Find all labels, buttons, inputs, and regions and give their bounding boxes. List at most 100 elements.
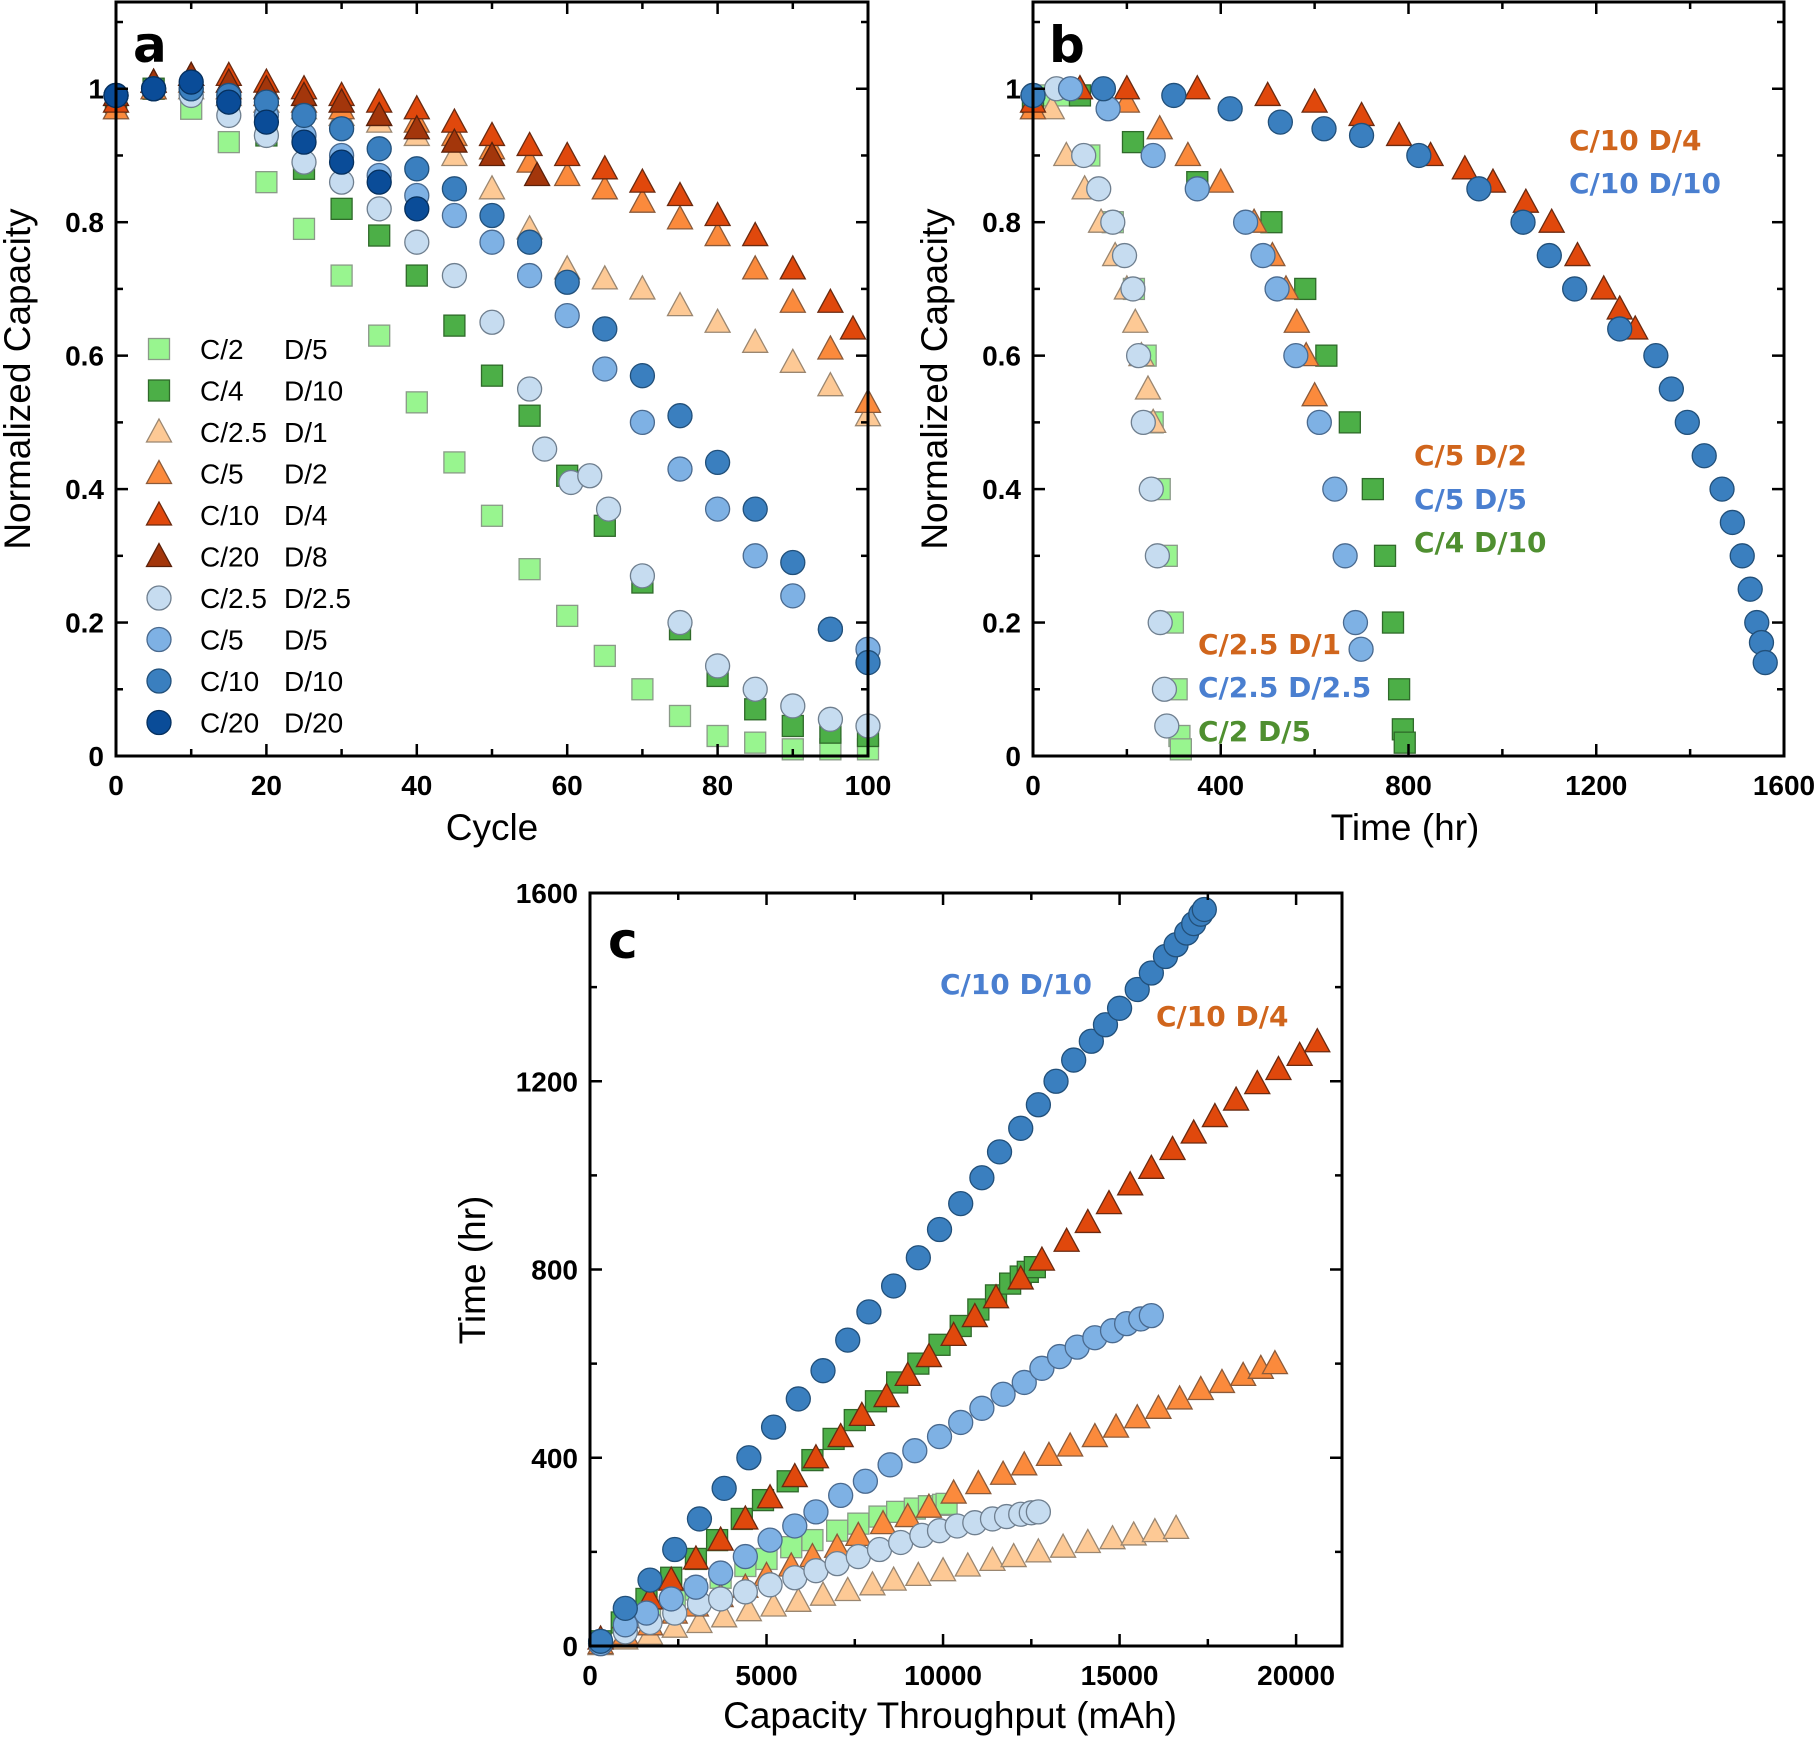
data-point: [872, 1382, 901, 1408]
y-tick-label: 0.6: [65, 341, 104, 372]
data-point: [592, 356, 618, 382]
data-point: [915, 1342, 943, 1368]
data-point: [1121, 307, 1149, 333]
panel-c-xlabel: Capacity Throughput (mAh): [723, 1695, 1177, 1736]
y-tick-label: 400: [531, 1443, 578, 1474]
data-point: [516, 131, 544, 157]
panel-c-plot: 0 5000 10000 15000 20000 0 400 800 1200 1600: [516, 878, 1344, 1691]
data-point: [742, 543, 768, 569]
data-point: [628, 274, 656, 300]
data-point: [1098, 1524, 1127, 1550]
data-point: [1311, 116, 1337, 142]
x-tick-label: 1200: [1565, 770, 1627, 801]
data-point: [668, 704, 692, 728]
data-point: [1201, 1102, 1229, 1128]
data-point: [803, 1558, 829, 1584]
data-point: [328, 149, 355, 175]
data-point: [330, 264, 353, 287]
x-tick-label: 1600: [1753, 770, 1815, 801]
data-point: [328, 87, 356, 113]
data-point: [667, 456, 693, 482]
data-point: [780, 583, 806, 609]
panel-c-ticks: [588, 891, 1342, 1648]
data-point: [759, 1591, 788, 1617]
data-point: [1025, 1499, 1052, 1525]
data-point: [291, 102, 317, 129]
data-point: [1125, 342, 1152, 369]
data-point: [556, 604, 579, 628]
data-point: [479, 202, 505, 229]
data-point: [1737, 576, 1763, 602]
data-point: [1100, 209, 1126, 235]
data-point: [441, 202, 468, 229]
data-point: [1184, 176, 1210, 202]
data-point: [810, 1358, 836, 1384]
annotation: C/10 D/4: [1569, 124, 1701, 157]
data-point: [1752, 649, 1778, 676]
data-point: [926, 1216, 953, 1243]
data-point: [780, 549, 806, 576]
legend-label-c: C/5: [200, 459, 244, 490]
data-point: [779, 287, 807, 313]
data-point: [479, 309, 505, 335]
data-point: [1261, 1349, 1289, 1375]
series-C-20-D-20: [103, 69, 430, 222]
data-point: [554, 269, 580, 295]
data-point: [685, 1608, 714, 1634]
data-point: [1563, 241, 1592, 267]
data-point: [405, 391, 428, 414]
data-point: [1138, 960, 1165, 986]
data-point: [1138, 1302, 1165, 1329]
data-point: [516, 262, 543, 289]
legend-label-c: C/20: [200, 542, 259, 573]
data-point: [809, 1580, 837, 1606]
data-point: [1081, 1422, 1109, 1448]
data-point: [628, 167, 656, 193]
data-point: [877, 1452, 903, 1478]
panel-letter-a: a: [133, 16, 167, 74]
data-point: [633, 1600, 660, 1626]
legend-label-c: C/5: [200, 625, 244, 656]
y-tick-label: 1200: [516, 1066, 578, 1097]
data-point: [1373, 544, 1397, 567]
legend-label-d: D/20: [284, 708, 343, 739]
data-point: [827, 1422, 855, 1448]
data-point: [785, 1386, 811, 1412]
data-point: [1078, 1028, 1104, 1054]
data-point: [1264, 276, 1290, 302]
data-point: [1348, 636, 1374, 662]
data-point: [628, 187, 656, 213]
data-point: [828, 1482, 854, 1509]
data-point: [629, 409, 656, 436]
data-point: [1113, 87, 1141, 113]
panel-letter-b: b: [1049, 16, 1085, 74]
y-tick-label: 0.8: [65, 207, 104, 238]
data-point: [902, 1438, 928, 1464]
data-point: [1123, 1403, 1151, 1429]
data-point: [744, 731, 767, 754]
data-point: [954, 1551, 982, 1577]
data-point: [1590, 274, 1618, 300]
data-point: [1090, 76, 1117, 102]
data-point: [704, 449, 731, 476]
data-point: [480, 504, 504, 527]
data-point: [1217, 96, 1243, 122]
data-point: [658, 1586, 684, 1612]
panel-c-ylabel: Time (hr): [452, 1196, 493, 1345]
data-point: [741, 254, 769, 280]
data-point: [1322, 476, 1348, 502]
annotation: C/5 D/2: [1414, 439, 1527, 472]
data-point: [516, 229, 543, 255]
data-point: [662, 1536, 688, 1563]
data-point: [969, 1395, 995, 1421]
data-point: [706, 724, 729, 748]
legend: C/2 D/5 C/4 D/10 C/2.5 D/1 C/5 D/2 C/10 D/4 C/20 D/…: [145, 334, 351, 739]
data-point: [1095, 1189, 1123, 1215]
data-point: [1387, 678, 1411, 701]
x-tick-label: 20: [251, 770, 282, 801]
data-point: [637, 1567, 663, 1593]
data-point: [1092, 1012, 1119, 1038]
legend-label-d: D/8: [284, 542, 328, 573]
data-point: [948, 1190, 974, 1217]
